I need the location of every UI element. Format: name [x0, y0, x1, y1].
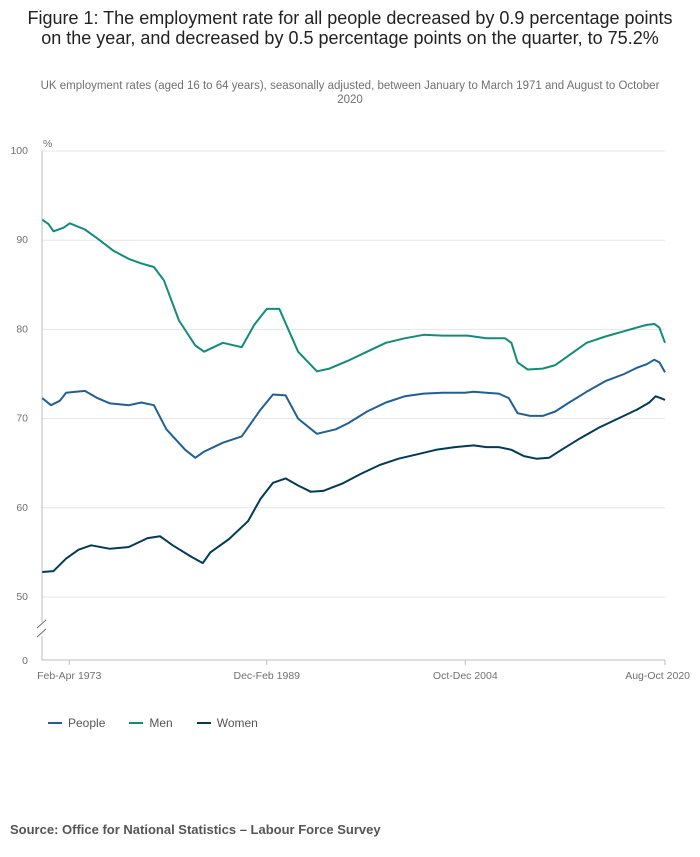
legend-item-men[interactable]: Men	[129, 716, 173, 730]
y-axis-ticks: 100 90 80 70 60 50 0	[10, 145, 28, 667]
y-tick-label: 90	[16, 234, 28, 246]
legend-item-women[interactable]: Women	[196, 716, 258, 730]
chart-title: Figure 1: The employment rate for all pe…	[27, 8, 673, 48]
legend-swatch-women	[196, 722, 211, 724]
legend-item-people[interactable]: People	[48, 716, 105, 730]
series-line-men[interactable]	[41, 218, 666, 373]
legend-swatch-men	[129, 722, 144, 724]
gridlines	[42, 150, 665, 598]
legend: People Men Women	[48, 716, 258, 730]
y-tick-label: 70	[16, 413, 28, 425]
y-tick-label: 80	[16, 323, 28, 335]
x-tick-label: Feb-Apr 1973	[37, 670, 101, 682]
x-tick-label: Aug-Oct 2020	[625, 670, 690, 682]
x-axis-ticks: Feb-Apr 1973 Dec-Feb 1989 Oct-Dec 2004 Aug-…	[37, 660, 690, 682]
legend-swatch-people	[48, 722, 62, 724]
legend-label-men: Men	[149, 716, 173, 730]
y-tick-label: 60	[16, 502, 28, 514]
x-tick-label: Oct-Dec 2004	[433, 670, 498, 682]
series-lines	[41, 218, 666, 573]
source-note: Source: Office for National Statistics –…	[10, 822, 381, 837]
y-tick-label: 100	[10, 145, 28, 157]
legend-label-women: Women	[216, 716, 258, 730]
chart-subtitle: UK employment rates (aged 16 to 64 years…	[40, 80, 660, 106]
line-chart: 100 90 80 70 60 50 0 % Feb-Apr 1973 Dec-Feb 198…	[10, 138, 690, 682]
x-tick-label: Dec-Feb 1989	[233, 670, 300, 682]
axis-break-marker	[36, 619, 48, 638]
y-axis-label: %	[43, 138, 52, 150]
legend-label-people: People	[68, 716, 106, 730]
series-line-people[interactable]	[41, 358, 666, 459]
series-line-women[interactable]	[42, 395, 666, 573]
y-tick-label: 50	[16, 591, 28, 603]
y-tick-label: 0	[22, 655, 28, 667]
